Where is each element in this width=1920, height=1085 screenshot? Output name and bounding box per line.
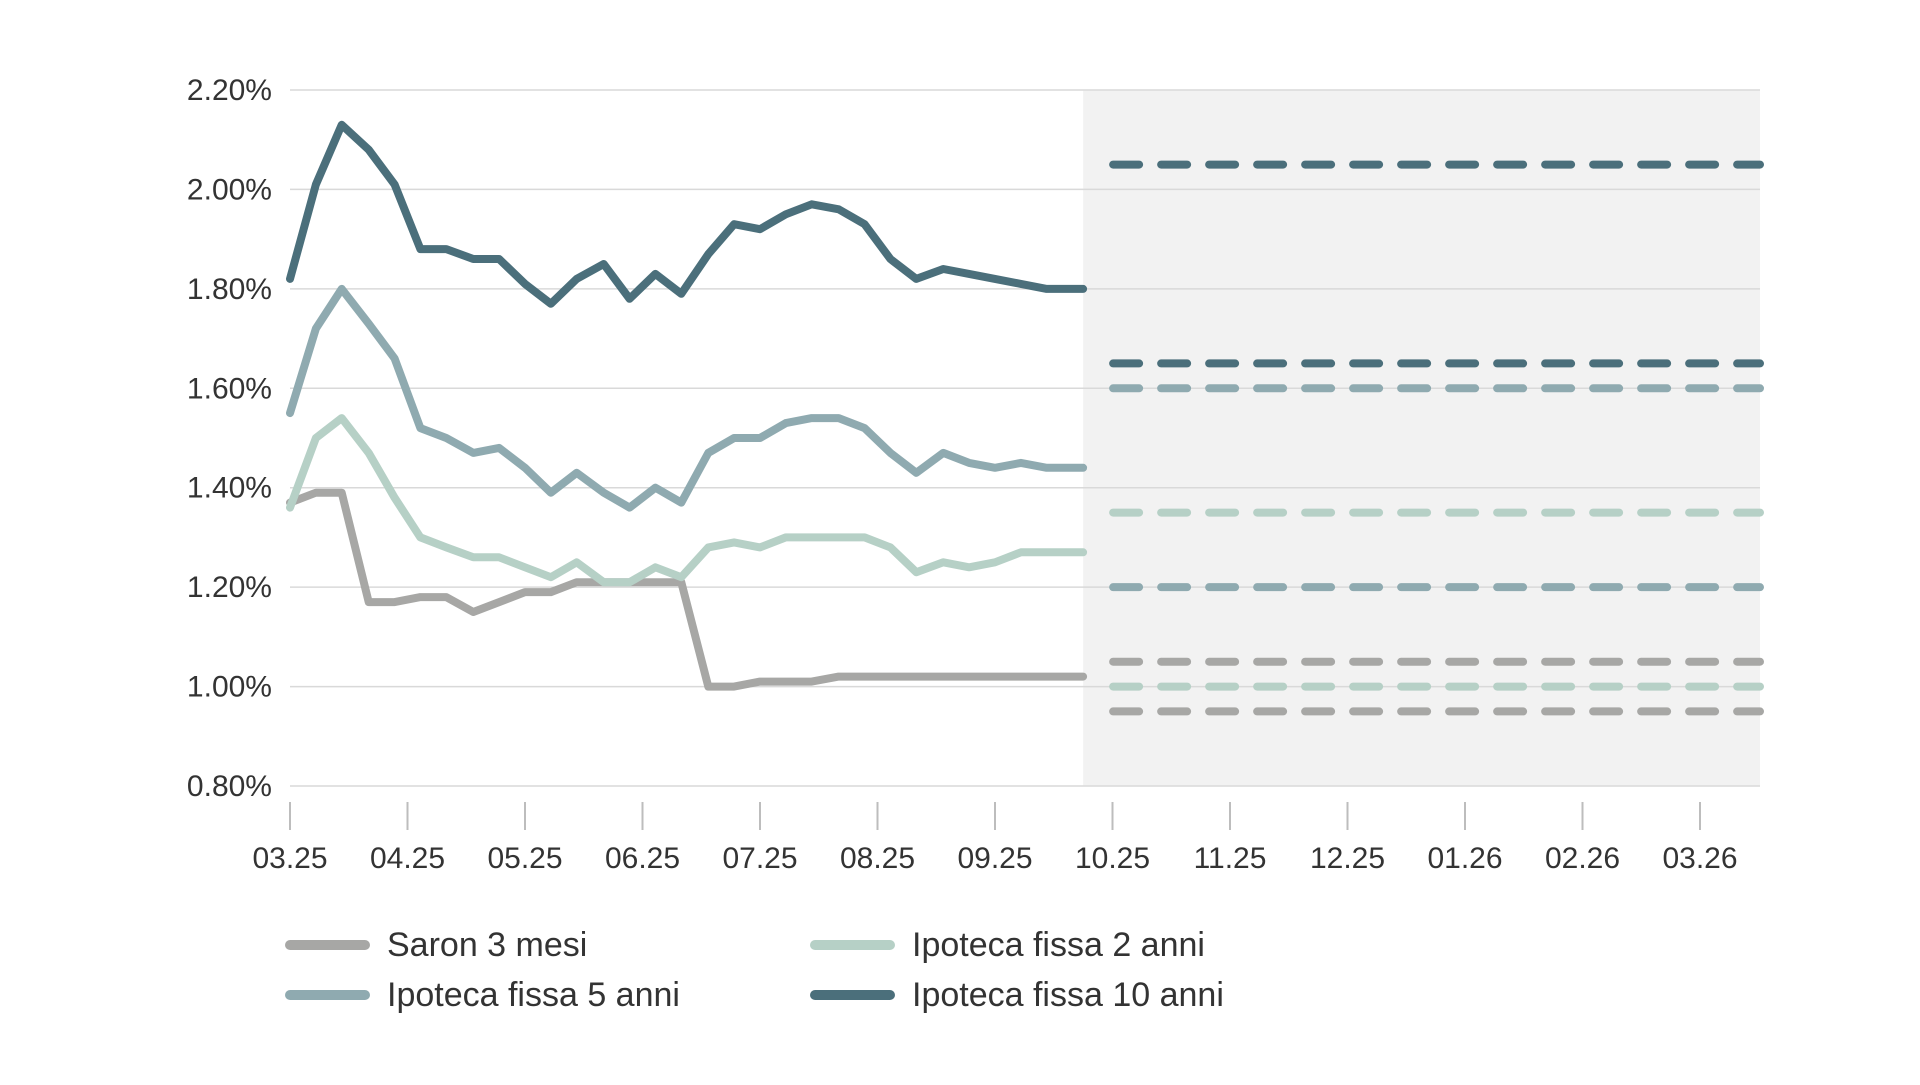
x-axis-ticks-group: 03.25 04.25 05.25 06.25 07.25 08.25 09.25 10.25… [252, 802, 1738, 875]
y-tick-label: 1.20% [187, 571, 272, 604]
x-tick-label: 04.25 [370, 842, 445, 875]
x-tick-label: 01.26 [1427, 842, 1502, 875]
x-tick-label: 08.25 [840, 842, 915, 875]
x-tick-label: 03.25 [252, 842, 327, 875]
series-line-4 [286, 120, 1088, 308]
y-tick-label: 0.80% [187, 770, 272, 803]
y-tick-label: 1.60% [187, 372, 272, 405]
x-tick-label: 06.25 [605, 842, 680, 875]
x-tick-label: 05.25 [487, 842, 562, 875]
series-line-1 [286, 488, 1088, 691]
y-tick-label: 2.20% [187, 74, 272, 107]
forecast-area-group [1083, 90, 1760, 786]
legend: Saron 3 mesi Ipoteca fissa 2 anni Ipoteca … [285, 926, 1224, 1014]
series-lines-group [286, 120, 1088, 691]
x-tick-label: 02.26 [1545, 842, 1620, 875]
y-tick-label: 1.00% [187, 671, 272, 704]
x-tick-label: 11.25 [1194, 842, 1267, 875]
y-tick-label: 1.80% [187, 273, 272, 306]
series-line-2 [286, 414, 1088, 587]
x-tick-label: 12.25 [1310, 842, 1385, 875]
y-axis-ticks-group: 0.80% 1.00% 1.20% 1.40% 1.60% 1.80% 2.00% 2.20% [187, 74, 272, 803]
x-tick-label: 03.26 [1662, 842, 1737, 875]
x-tick-label: 07.25 [722, 842, 797, 875]
forecast-lines-group [1109, 160, 1764, 716]
x-tick-label: 09.25 [957, 842, 1032, 875]
forecast-shaded-area [1083, 90, 1760, 786]
y-tick-label: 1.40% [187, 472, 272, 505]
series-line-3 [286, 284, 1088, 512]
legend-label: Ipoteca fissa 5 anni [387, 976, 680, 1014]
y-tick-label: 2.00% [187, 173, 272, 206]
legend-label: Ipoteca fissa 2 anni [912, 926, 1205, 964]
x-tick-label: 10.25 [1075, 842, 1150, 875]
legend-label: Ipoteca fissa 10 anni [912, 976, 1224, 1014]
legend-label: Saron 3 mesi [387, 926, 587, 964]
